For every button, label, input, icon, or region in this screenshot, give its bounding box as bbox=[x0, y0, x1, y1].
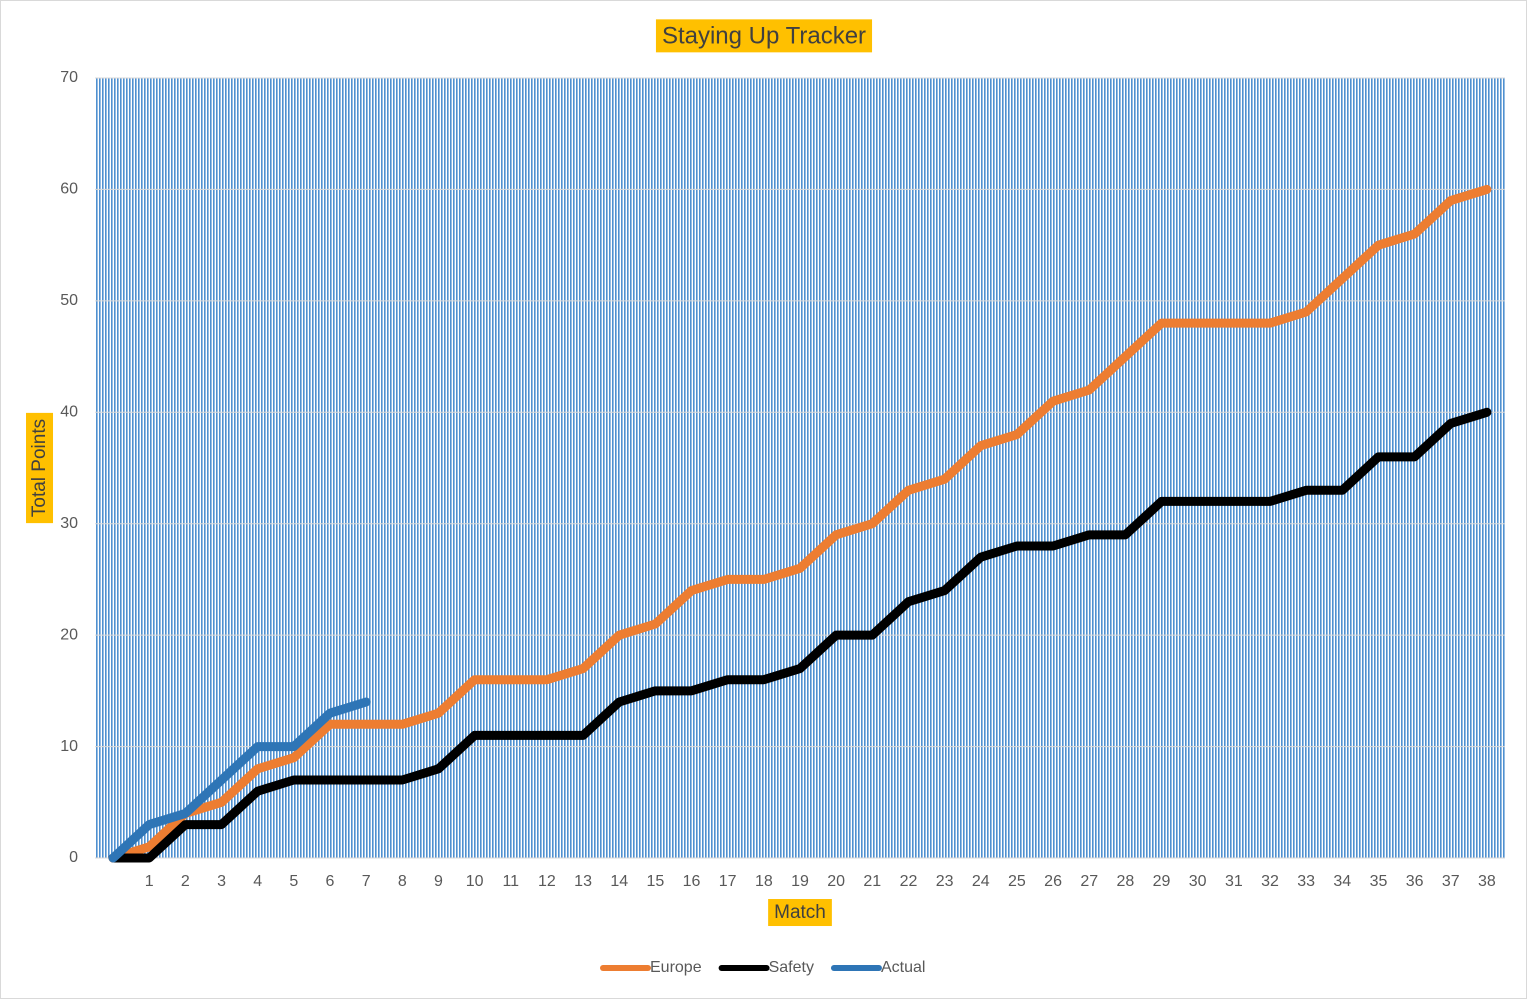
x-tick-label: 2 bbox=[181, 873, 190, 890]
x-tick-label: 10 bbox=[466, 873, 484, 890]
x-tick-label: 18 bbox=[755, 873, 773, 890]
legend-label: Europe bbox=[650, 959, 702, 976]
y-axis-title: Total Points bbox=[29, 419, 50, 517]
x-tick-label: 11 bbox=[502, 873, 519, 890]
series-line bbox=[108, 697, 371, 863]
x-tick-label: 1 bbox=[145, 873, 154, 890]
x-tick-label: 29 bbox=[1153, 873, 1171, 890]
x-tick-label: 32 bbox=[1261, 873, 1279, 890]
x-tick-label: 17 bbox=[719, 873, 737, 890]
x-tick-label: 38 bbox=[1478, 873, 1496, 890]
y-tick-label: 10 bbox=[60, 738, 78, 755]
x-tick-label: 31 bbox=[1225, 873, 1243, 890]
x-tick-label: 30 bbox=[1189, 873, 1207, 890]
x-tick-label: 9 bbox=[434, 873, 443, 890]
x-tick-label: 13 bbox=[574, 873, 592, 890]
x-tick-label: 25 bbox=[1008, 873, 1026, 890]
x-tick-label: 27 bbox=[1080, 873, 1098, 890]
x-tick-label: 12 bbox=[538, 873, 556, 890]
x-tick-label: 24 bbox=[972, 873, 990, 890]
x-tick-label: 6 bbox=[326, 873, 335, 890]
x-tick-label: 26 bbox=[1044, 873, 1062, 890]
x-tick-label: 23 bbox=[936, 873, 954, 890]
x-tick-label: 20 bbox=[827, 873, 845, 890]
x-tick-label: 36 bbox=[1406, 873, 1424, 890]
x-tick-label: 7 bbox=[362, 873, 371, 890]
title-box bbox=[26, 412, 54, 524]
y-tick-label: 20 bbox=[60, 626, 78, 643]
y-tick-label: 40 bbox=[60, 404, 78, 421]
y-tick-label: 30 bbox=[60, 515, 78, 532]
title-box bbox=[768, 899, 832, 927]
y-tick-label: 50 bbox=[60, 292, 78, 309]
series-line bbox=[108, 184, 1492, 863]
y-tick-label: 0 bbox=[69, 849, 78, 866]
chart-title: Staying Up Tracker bbox=[662, 22, 866, 49]
x-axis-title: Match bbox=[774, 902, 826, 923]
x-tick-label: 5 bbox=[289, 873, 298, 890]
x-tick-label: 4 bbox=[253, 873, 262, 890]
x-tick-label: 3 bbox=[217, 873, 226, 890]
legend-label: Actual bbox=[881, 959, 925, 976]
legend-label: Safety bbox=[769, 959, 814, 976]
x-tick-label: 34 bbox=[1333, 873, 1351, 890]
x-tick-label: 21 bbox=[863, 873, 881, 890]
x-tick-label: 22 bbox=[900, 873, 918, 890]
x-tick-label: 8 bbox=[398, 873, 407, 890]
x-tick-label: 28 bbox=[1116, 873, 1134, 890]
x-tick-label: 33 bbox=[1297, 873, 1315, 890]
y-tick-label: 70 bbox=[60, 69, 78, 86]
x-tick-label: 37 bbox=[1442, 873, 1460, 890]
x-tick-label: 16 bbox=[683, 873, 701, 890]
x-tick-label: 19 bbox=[791, 873, 809, 890]
x-tick-label: 14 bbox=[610, 873, 628, 890]
series-line bbox=[108, 407, 1492, 863]
x-tick-label: 35 bbox=[1370, 873, 1388, 890]
y-tick-label: 60 bbox=[60, 181, 78, 198]
x-tick-label: 15 bbox=[646, 873, 664, 890]
title-box bbox=[655, 19, 873, 53]
